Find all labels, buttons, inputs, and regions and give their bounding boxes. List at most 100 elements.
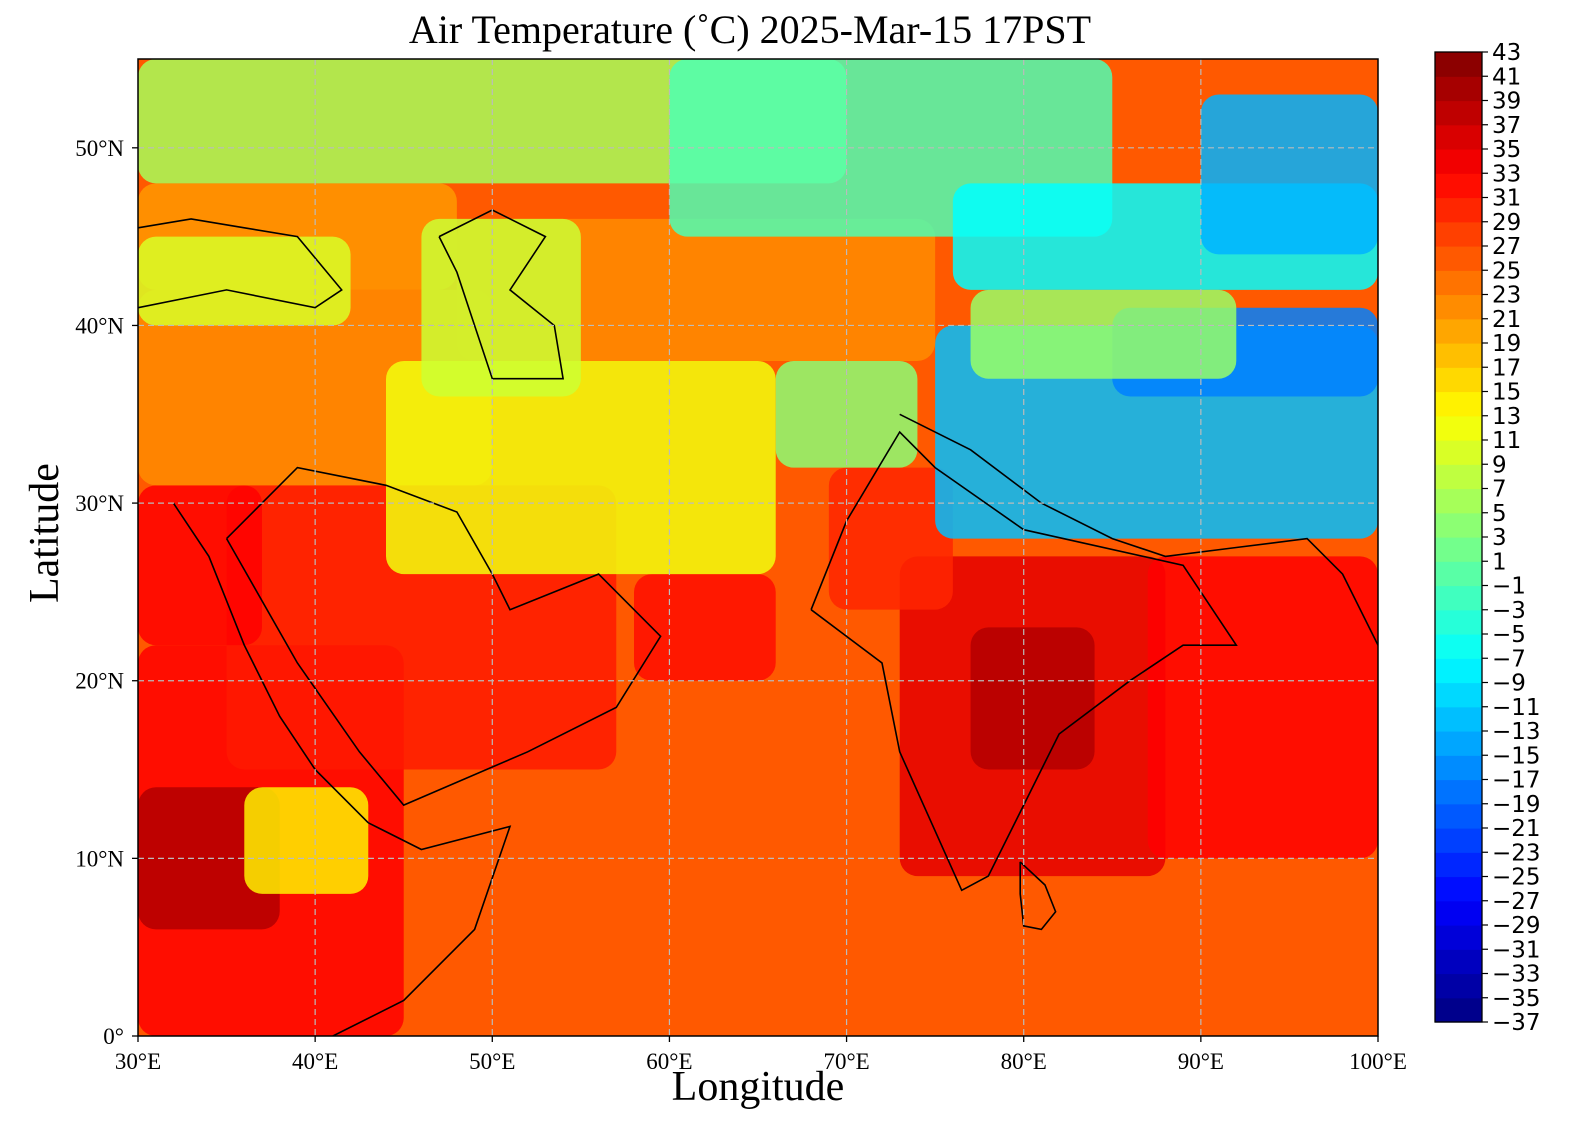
temperature-region (1147, 556, 1378, 859)
border-line (332, 822, 512, 1036)
colorbar-tick-label: 7 (1492, 477, 1507, 503)
temperature-region (1200, 94, 1378, 255)
border-line (438, 209, 565, 380)
colorbar-tick-label: 1 (1492, 549, 1507, 575)
y-axis: 0° 10°N 20°N 30°N 40°N 50°N (75, 136, 138, 1049)
colorbar-tick-label: −25 (1492, 865, 1541, 891)
colorbar-swatch (1435, 731, 1482, 756)
border-line (899, 413, 1378, 646)
colorbar-swatch (1435, 925, 1482, 950)
colorbar-swatch (1435, 367, 1482, 393)
temperature-field (138, 59, 1378, 1036)
colorbar-tick-label: −21 (1492, 816, 1541, 842)
colorbar-swatch (1435, 828, 1482, 853)
colorbar-tick-label: 19 (1492, 331, 1521, 357)
colorbar-swatch (1435, 779, 1482, 805)
colorbar-swatch (1435, 440, 1482, 465)
colorbar-tick-label: −5 (1492, 622, 1526, 648)
border-line (810, 430, 1238, 892)
colorbar-tick-label: 13 (1492, 404, 1521, 430)
colorbar-swatch (1435, 876, 1482, 902)
colorbar-tick-label: −13 (1492, 719, 1541, 745)
x-tick-label: 40°E (292, 1049, 338, 1074)
colorbar-tick-label: −33 (1492, 962, 1541, 988)
colorbar-swatch (1435, 512, 1482, 538)
border-line (138, 218, 343, 309)
colorbar-tick-label: 35 (1492, 137, 1521, 163)
x-tick-label: 80°E (1001, 1049, 1047, 1074)
colorbar-swatch (1435, 124, 1482, 150)
y-tick-label: 30°N (75, 491, 124, 516)
colorbar-swatch (1435, 706, 1482, 732)
colorbar-swatch (1435, 76, 1482, 102)
colorbar-tick-label: 37 (1492, 113, 1521, 139)
y-tick-label: 10°N (75, 846, 124, 871)
colorbar-tick-label: 17 (1492, 355, 1521, 381)
y-axis-label: Latitude (22, 463, 68, 603)
colorbar-swatch (1435, 149, 1482, 174)
colorbar-tick-label: −1 (1492, 574, 1526, 600)
colorbar-tick-label: −35 (1492, 986, 1541, 1012)
x-tick-label: 60°E (646, 1049, 692, 1074)
temperature-region (634, 574, 776, 681)
colorbar-swatch (1435, 415, 1482, 441)
colorbar-swatch (1435, 634, 1482, 659)
y-tick-label: 50°N (75, 136, 124, 161)
colorbar-tick-label: −11 (1492, 695, 1541, 721)
colorbar-tick-label: −37 (1492, 1010, 1541, 1036)
colorbar-swatch (1435, 997, 1482, 1023)
colorbar-tick-label: 9 (1492, 452, 1507, 478)
colorbar-swatch (1435, 343, 1482, 368)
y-tick-label: 40°N (75, 313, 124, 338)
colorbar-tick-label: 39 (1492, 89, 1521, 115)
x-axis: 30°E 40°E 50°E 60°E 70°E 80°E 90°E 100°E (115, 1036, 1407, 1074)
colorbar-tick-label: −15 (1492, 743, 1541, 769)
colorbar-swatch (1435, 537, 1482, 562)
colorbar-swatch (1435, 561, 1482, 587)
colorbar-tick-label: 3 (1492, 525, 1507, 551)
graticule (138, 59, 1378, 1036)
colorbar-swatch (1435, 973, 1482, 999)
colorbar-swatch (1435, 246, 1482, 271)
colorbar-tick-label: 15 (1492, 380, 1521, 406)
colorbar-tick-label: 41 (1492, 64, 1521, 90)
colorbar-tick-label: 43 (1492, 40, 1521, 66)
temperature-region (386, 360, 776, 575)
x-tick-label: 70°E (823, 1049, 869, 1074)
colorbar-tick-label: 23 (1492, 283, 1521, 309)
colorbar-swatch (1435, 682, 1482, 708)
x-tick-label: 50°E (469, 1049, 515, 1074)
country-borders (138, 209, 1378, 1036)
border-line (225, 466, 662, 807)
colorbar-swatch (1435, 391, 1482, 417)
colorbar-tick-label: 25 (1492, 258, 1521, 284)
colorbar-tick-label: −29 (1492, 913, 1541, 939)
colorbar-swatch (1435, 464, 1482, 490)
colorbar-tick-label: −9 (1492, 671, 1526, 697)
temperature-region (138, 236, 351, 326)
colorbar-swatch (1435, 900, 1482, 926)
map-frame (137, 58, 1379, 1037)
colorbar-tick-label: 31 (1492, 186, 1521, 212)
temperature-region (970, 627, 1095, 770)
x-axis-label: Longitude (671, 1064, 845, 1110)
colorbar-tick-label: −3 (1492, 598, 1526, 624)
colorbar-tick-label: 29 (1492, 210, 1521, 236)
colorbar-swatch (1435, 197, 1482, 223)
x-tick-label: 30°E (115, 1049, 161, 1074)
colorbar-swatch (1435, 173, 1482, 199)
y-tick-label: 20°N (75, 669, 124, 694)
colorbar-swatch (1435, 488, 1482, 514)
colorbar-swatch (1435, 294, 1482, 320)
temperature-region (970, 289, 1237, 379)
colorbar-tick-label: 27 (1492, 234, 1521, 260)
y-tick-label: 0° (103, 1024, 124, 1049)
temperature-region (244, 787, 369, 894)
x-tick-label: 90°E (1178, 1049, 1224, 1074)
colorbar-swatch (1435, 270, 1482, 296)
x-tick-label: 100°E (1349, 1049, 1407, 1074)
temperature-region (828, 467, 953, 610)
colorbar-swatch (1435, 609, 1482, 635)
colorbar-tick-label: −23 (1492, 840, 1541, 866)
